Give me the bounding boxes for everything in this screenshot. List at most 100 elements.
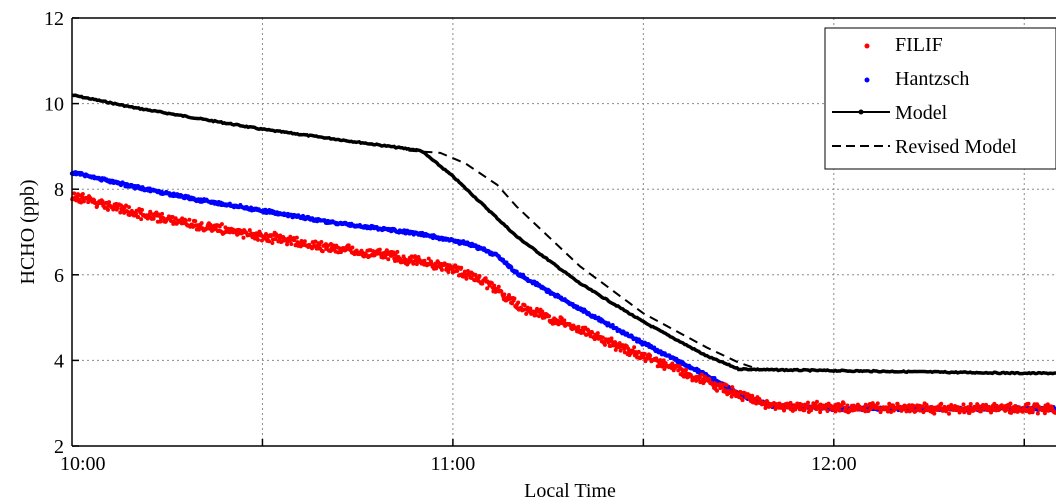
data-point (139, 207, 144, 212)
data-point (806, 400, 811, 405)
data-point (947, 411, 952, 416)
data-point (994, 403, 999, 408)
y-tick-label: 8 (54, 179, 64, 201)
data-point (818, 410, 823, 415)
series-model (71, 93, 1056, 376)
data-point (464, 276, 469, 281)
y-tick-label: 2 (54, 436, 64, 458)
data-point (502, 292, 507, 297)
data-point (924, 402, 929, 407)
data-point (618, 348, 623, 353)
data-point (1005, 407, 1010, 412)
data-point (699, 372, 704, 377)
data-point (483, 276, 488, 281)
data-point (684, 367, 689, 372)
data-point (837, 408, 842, 413)
legend-label: FILIF (895, 34, 943, 56)
x-tick-label: 12:00 (811, 453, 857, 475)
data-point (626, 346, 631, 351)
data-point (715, 388, 720, 393)
data-point (968, 402, 973, 407)
data-point (595, 331, 600, 336)
data-point (320, 249, 325, 254)
data-point (118, 210, 123, 215)
data-point (512, 296, 517, 301)
data-point (809, 408, 814, 413)
data-point (439, 267, 444, 272)
data-point (377, 247, 382, 252)
data-point (1053, 410, 1056, 415)
series-filif (70, 191, 1056, 416)
data-point (914, 408, 919, 413)
data-point (977, 404, 982, 409)
legend-item-hantzsch: Hantzsch (864, 68, 969, 90)
data-point (414, 262, 419, 267)
data-point (170, 214, 175, 219)
legend-item-filif: FILIF (864, 34, 943, 56)
legend-marker (864, 77, 870, 83)
data-point (782, 408, 787, 413)
data-point (277, 236, 282, 241)
data-point (350, 245, 355, 250)
data-point (139, 217, 144, 222)
x-axis-title: Local Time (524, 480, 616, 502)
data-point (729, 394, 734, 399)
data-point (885, 409, 890, 414)
data-point (642, 351, 647, 356)
legend-label: Hantzsch (895, 68, 969, 90)
data-point (395, 249, 400, 254)
data-point (386, 257, 391, 262)
data-point (609, 336, 614, 341)
data-point (313, 239, 318, 244)
data-point (259, 238, 264, 243)
data-point (895, 401, 900, 406)
data-point (302, 239, 307, 244)
data-point (911, 404, 916, 409)
data-point (814, 399, 819, 404)
data-point (516, 300, 521, 305)
data-point (80, 191, 85, 196)
data-point (148, 209, 153, 214)
data-point (724, 383, 729, 388)
legend: FILIF Hantzsch Model Revised Model (824, 27, 1056, 170)
data-point (241, 235, 246, 240)
data-point (317, 242, 322, 247)
y-tick-label: 12 (44, 8, 64, 30)
data-point (584, 332, 589, 337)
data-point (509, 265, 514, 270)
data-point (312, 243, 317, 248)
data-point (136, 214, 141, 219)
ticks: 2 4 6 8 10 12 10:00 11:00 12:00 (44, 8, 1026, 475)
data-point (641, 355, 646, 360)
series-revised-model (408, 149, 758, 370)
data-point (273, 237, 278, 242)
data-point (183, 218, 188, 223)
data-point (1035, 411, 1040, 416)
data-point (984, 402, 989, 407)
data-point (788, 400, 793, 405)
data-point (267, 239, 272, 244)
data-point (662, 366, 667, 371)
data-point (72, 191, 77, 196)
data-point (247, 228, 252, 233)
axes (71, 17, 1056, 447)
data-point (285, 242, 290, 247)
data-point (319, 240, 324, 245)
data-point (1008, 401, 1013, 406)
data-point (473, 272, 478, 277)
data-point (496, 284, 501, 289)
y-tick-label: 6 (54, 265, 64, 287)
data-point (707, 377, 712, 382)
data-point (939, 401, 944, 406)
data-point (1013, 403, 1018, 408)
legend-label: Revised Model (895, 136, 1017, 158)
data-point (966, 405, 971, 410)
data-point (507, 293, 512, 298)
data-point (477, 274, 482, 279)
data-point (499, 289, 504, 294)
data-point (160, 211, 165, 216)
data-point (199, 221, 204, 226)
data-point (465, 268, 470, 273)
data-point (825, 408, 830, 413)
data-point (904, 409, 909, 414)
